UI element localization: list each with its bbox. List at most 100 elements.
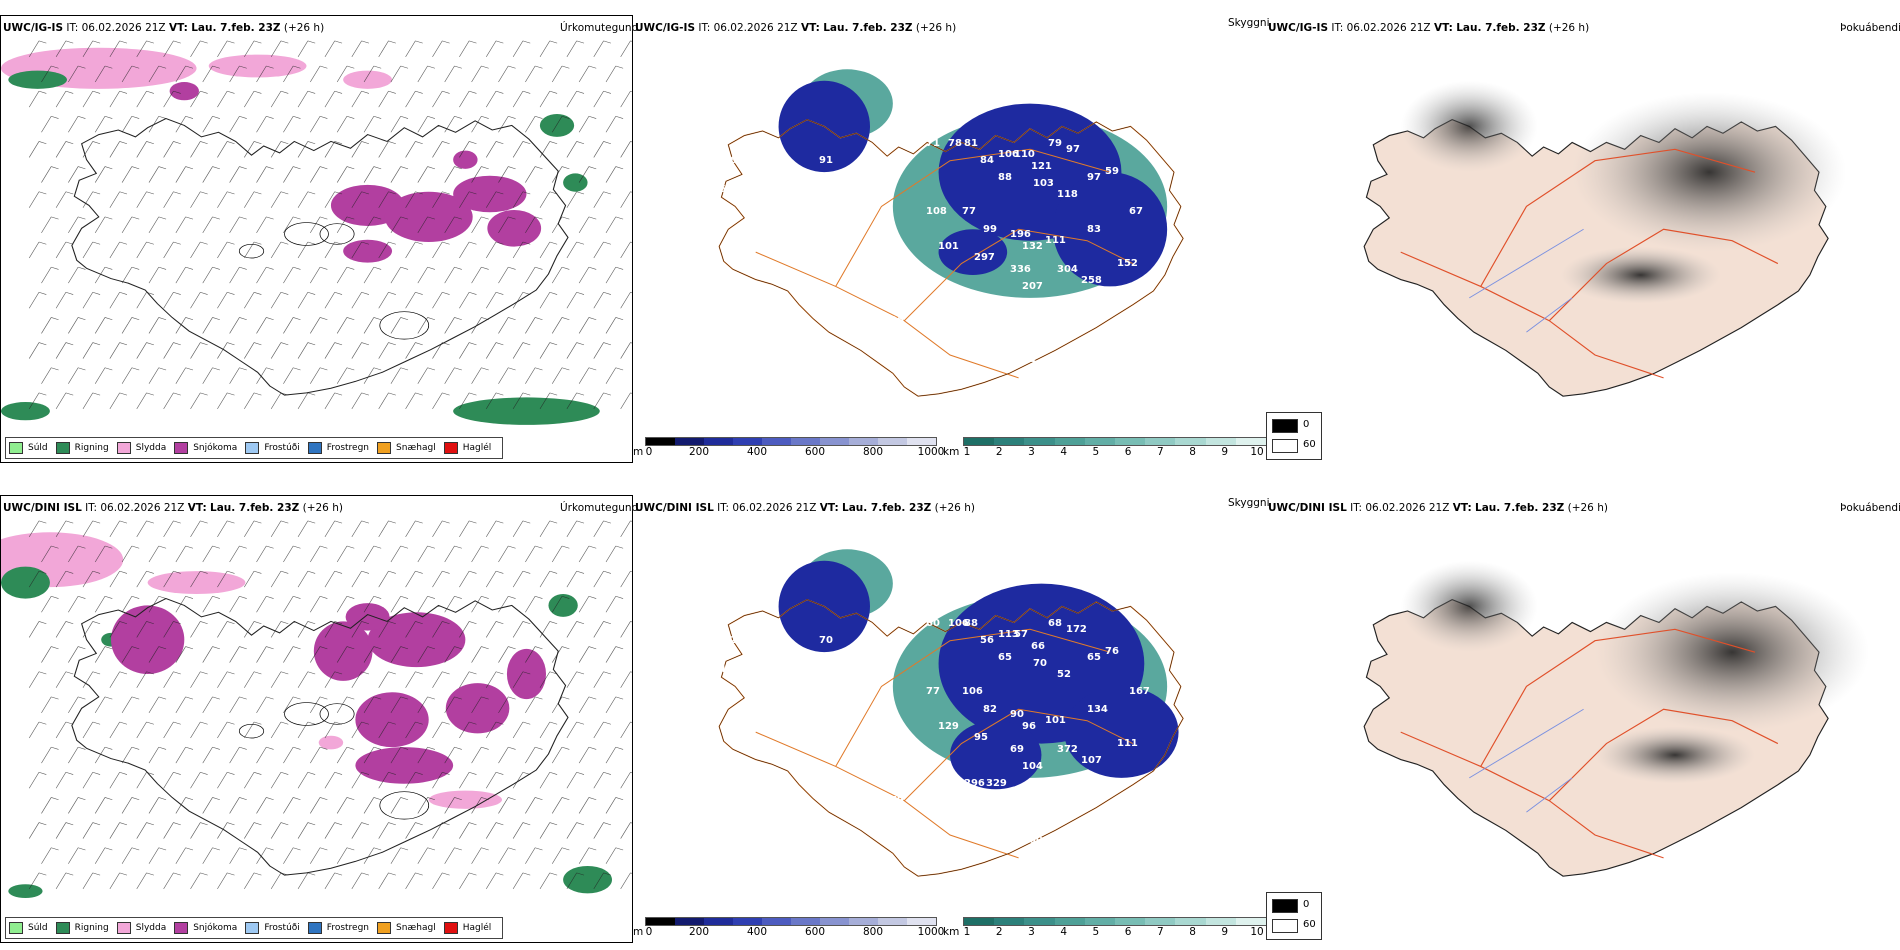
ramp-step <box>907 438 936 445</box>
legend-item: Frostúði <box>245 442 300 454</box>
tick-label: 400 <box>746 446 768 458</box>
ceiling-value: 75 <box>1111 829 1125 840</box>
ceiling-value: 97 <box>1087 172 1101 183</box>
ceiling-value: 77 <box>962 206 976 217</box>
model-name: UWC/DINI ISL <box>1268 502 1347 514</box>
tick-label: 3 <box>1028 446 1035 458</box>
tick-label: 3 <box>1028 926 1035 938</box>
ceiling-value: 196 <box>1010 229 1031 240</box>
ceiling-colorbar: m 0 200 400 600 800 1000 <box>633 437 944 461</box>
legend-item: Haglél <box>443 442 492 454</box>
vt-value: Lau. 7.feb. 23Z <box>842 502 932 514</box>
ceiling-value: 60 <box>926 618 940 629</box>
tick-label: 400 <box>746 926 768 938</box>
lead-time: (+26 h) <box>915 22 957 34</box>
legend-item: Rigning <box>55 922 109 934</box>
ceiling-value: 132 <box>986 298 1007 309</box>
ceiling-value: 152 <box>1117 258 1138 269</box>
precip-type-title: Úrkomutegund <box>560 22 639 34</box>
it-value: 06.02.2026 21Z <box>100 502 185 514</box>
ceiling-value: 96 <box>890 315 904 326</box>
ramp-step <box>849 918 878 925</box>
precip-type-canvas <box>1 34 632 434</box>
ceiling-value: 52 <box>723 635 737 646</box>
ceiling-value: 294 <box>998 806 1019 817</box>
vt-value: Lau. 7.feb. 23Z <box>191 22 281 34</box>
fog-legend-high: 60 <box>1303 439 1316 450</box>
ramp-step <box>675 918 704 925</box>
ceiling-value: 70 <box>819 635 833 646</box>
tick-label: 0 <box>645 926 653 938</box>
tick-label: 10 <box>1250 446 1264 458</box>
ceiling-value: 297 <box>974 252 995 263</box>
it-value: 06.02.2026 21Z <box>713 22 798 34</box>
ramp-step <box>1115 438 1146 445</box>
vt-value: Lau. 7.feb. 23Z <box>823 22 913 34</box>
ceiling-value: 106 <box>962 686 983 697</box>
visibility-color-ramp <box>963 437 1267 446</box>
legend-label: Rigning <box>74 923 109 933</box>
vt-label: VT: <box>1452 502 1472 514</box>
ceiling-value: 71 <box>926 138 940 149</box>
legend-label: Snæhagl <box>396 443 436 453</box>
ceiling-value: 84 <box>980 155 994 166</box>
ceiling-value: 70 <box>1033 658 1047 669</box>
ceiling-value: 96 <box>1022 721 1036 732</box>
legend-item: Súld <box>9 442 48 454</box>
ceiling-value: 74 <box>1022 355 1036 366</box>
legend-item: Frostúði <box>245 922 300 934</box>
tick-label: 1000 <box>917 926 945 938</box>
ceiling-value: 111 <box>1045 235 1066 246</box>
ceiling-value: 52 <box>1057 669 1071 680</box>
ramp-step <box>704 918 733 925</box>
ceiling-value: 113 <box>998 629 1019 640</box>
ceiling-value: 132 <box>1022 241 1043 252</box>
ceiling-value: 111 <box>1117 738 1138 749</box>
ceiling-value: 76 <box>1105 646 1119 657</box>
ceiling-value: 95 <box>974 732 988 743</box>
model-name: UWC/IG-IS <box>3 22 64 34</box>
fog-swatch-light <box>1272 919 1298 933</box>
ramp-step <box>1205 918 1236 925</box>
legend-swatch <box>377 442 392 454</box>
ceiling-value: 106 <box>948 618 969 629</box>
legend-label: Haglél <box>462 443 492 453</box>
ramp-step <box>1175 438 1206 445</box>
lead-time: (+26 h) <box>934 502 975 514</box>
visibility-unit: km <box>943 926 960 938</box>
ceiling-value: 81 <box>964 138 978 149</box>
ceiling-value: 106 <box>998 149 1019 160</box>
ceiling-value: 88 <box>998 172 1012 183</box>
ceiling-value: 99 <box>983 224 997 235</box>
ramp-step <box>1054 438 1085 445</box>
ramp-step <box>1175 918 1206 925</box>
precip-type-legend: Súld Rigning Slydda Snjókoma Frostúði Frostre… <box>5 917 504 939</box>
ramp-step <box>675 438 704 445</box>
visibility-title: Skyggni <box>1228 17 1270 29</box>
ceiling-value: 94 <box>757 184 771 195</box>
ceiling-value: 104 <box>1022 761 1043 772</box>
ceiling-value: 296 <box>964 778 985 789</box>
ceiling-value: 129 <box>938 721 959 732</box>
precip-type-title: Úrkomutegund <box>560 502 639 514</box>
legend-label: Rigning <box>74 443 109 453</box>
ceiling-value: 86 <box>938 298 952 309</box>
legend-item: Rigning <box>55 442 109 454</box>
legend-swatch <box>307 442 322 454</box>
ceiling-value: 79 <box>1048 138 1062 149</box>
legend-item: Snjókoma <box>174 442 237 454</box>
ramp-step <box>1084 918 1116 925</box>
visibility-map: 62 56 66 91 94 56 81 71 78 81 84 106 110 121 79 97 88 103… <box>640 35 1260 435</box>
visibility-map: 210 84 52 70 62 84 130 60 106 88 56 113 57 66 68 172 65 7… <box>640 515 1260 915</box>
ceiling-value: 69 <box>1010 744 1024 755</box>
ceiling-value: 65 <box>998 652 1012 663</box>
panel-header: UWC/IG-IS IT: 06.02.2026 21Z VT: Lau. 7.… <box>3 22 324 34</box>
vt-label: VT: <box>800 22 820 34</box>
ceiling-value: 77 <box>926 686 940 697</box>
ramp-step <box>1024 918 1055 925</box>
it-label: IT: <box>1331 22 1344 34</box>
vt-label: VT: <box>168 22 188 34</box>
tick-label: 2 <box>995 926 1003 938</box>
vt-label: VT: <box>187 502 207 514</box>
ramp-step <box>849 438 878 445</box>
